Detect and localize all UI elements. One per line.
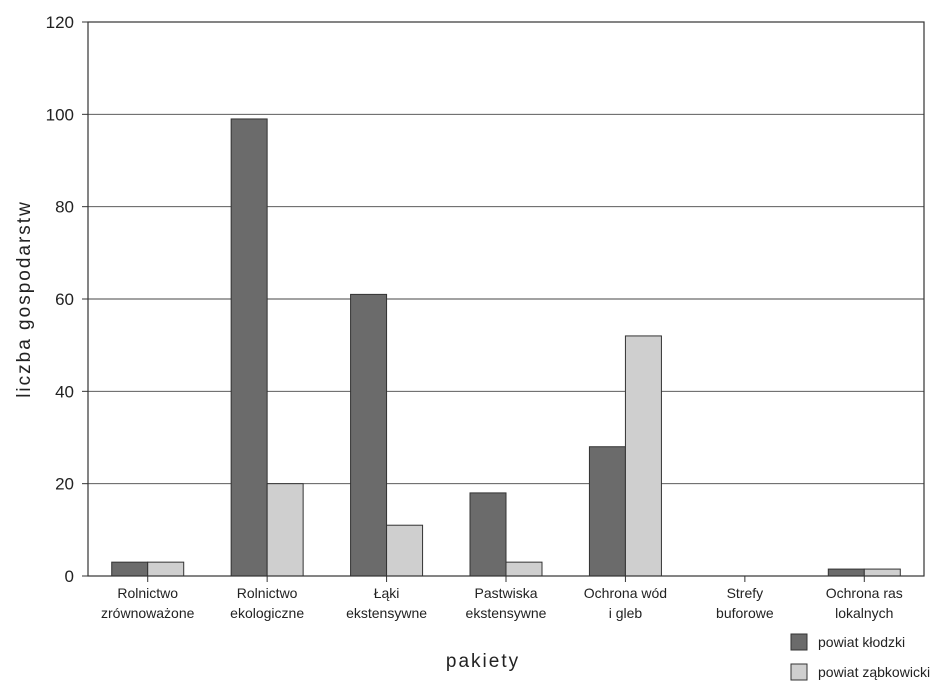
bar-zabkowicki-0 — [147, 561, 185, 577]
x-axis-title: pakiety — [446, 651, 520, 672]
legend: powiat kłodzki powiat ząbkowicki — [790, 633, 930, 681]
x-tick-label-1: Rolnictwo ekologiczne — [230, 585, 304, 621]
bars — [111, 118, 901, 577]
bar-klodzki-0 — [111, 561, 149, 577]
bar-zabkowicki-1 — [266, 483, 304, 577]
y-tick-label-80: 80 — [55, 198, 74, 217]
y-tick-label-60: 60 — [55, 290, 74, 309]
y-axis-title: liczba gospodarstw — [14, 200, 35, 398]
x-tick-label-5: Strefy buforowe — [716, 585, 774, 621]
bar-klodzki-6 — [827, 568, 865, 577]
x-axis-categories: Rolnictwo zrównoważone Rolnictwo ekologiczn… — [101, 576, 903, 621]
x-tick-label-4: Ochrona wód i gleb — [584, 585, 667, 621]
bar-klodzki-2 — [350, 293, 388, 577]
legend-swatch-zabkowicki — [790, 663, 808, 681]
bar-klodzki-3 — [469, 492, 507, 577]
y-tick-label-20: 20 — [55, 475, 74, 494]
legend-label-klodzki: powiat kłodzki — [818, 634, 905, 650]
bar-zabkowicki-4 — [624, 335, 662, 577]
bar-klodzki-1 — [230, 118, 268, 577]
x-tick-label-2: Łąki ekstensywne — [346, 585, 427, 621]
x-tick-label-3: Pastwiska ekstensywne — [466, 585, 547, 621]
gridlines — [88, 113, 924, 485]
x-tick-label-6: Ochrona ras lokalnych — [826, 585, 903, 621]
bar-zabkowicki-6 — [863, 568, 901, 577]
bar-zabkowicki-3 — [505, 561, 543, 577]
legend-swatch-klodzki — [790, 633, 808, 651]
bar-klodzki-4 — [588, 446, 626, 577]
y-axis-ticks: 0 20 40 60 80 100 120 — [46, 13, 88, 586]
y-tick-label-0: 0 — [65, 567, 74, 586]
bar-zabkowicki-2 — [386, 524, 424, 577]
x-tick-label-0: Rolnictwo zrównoważone — [101, 585, 195, 621]
y-tick-label-40: 40 — [55, 382, 74, 401]
y-tick-label-100: 100 — [46, 105, 74, 124]
y-tick-label-120: 120 — [46, 13, 74, 32]
legend-label-zabkowicki: powiat ząbkowicki — [818, 664, 930, 680]
